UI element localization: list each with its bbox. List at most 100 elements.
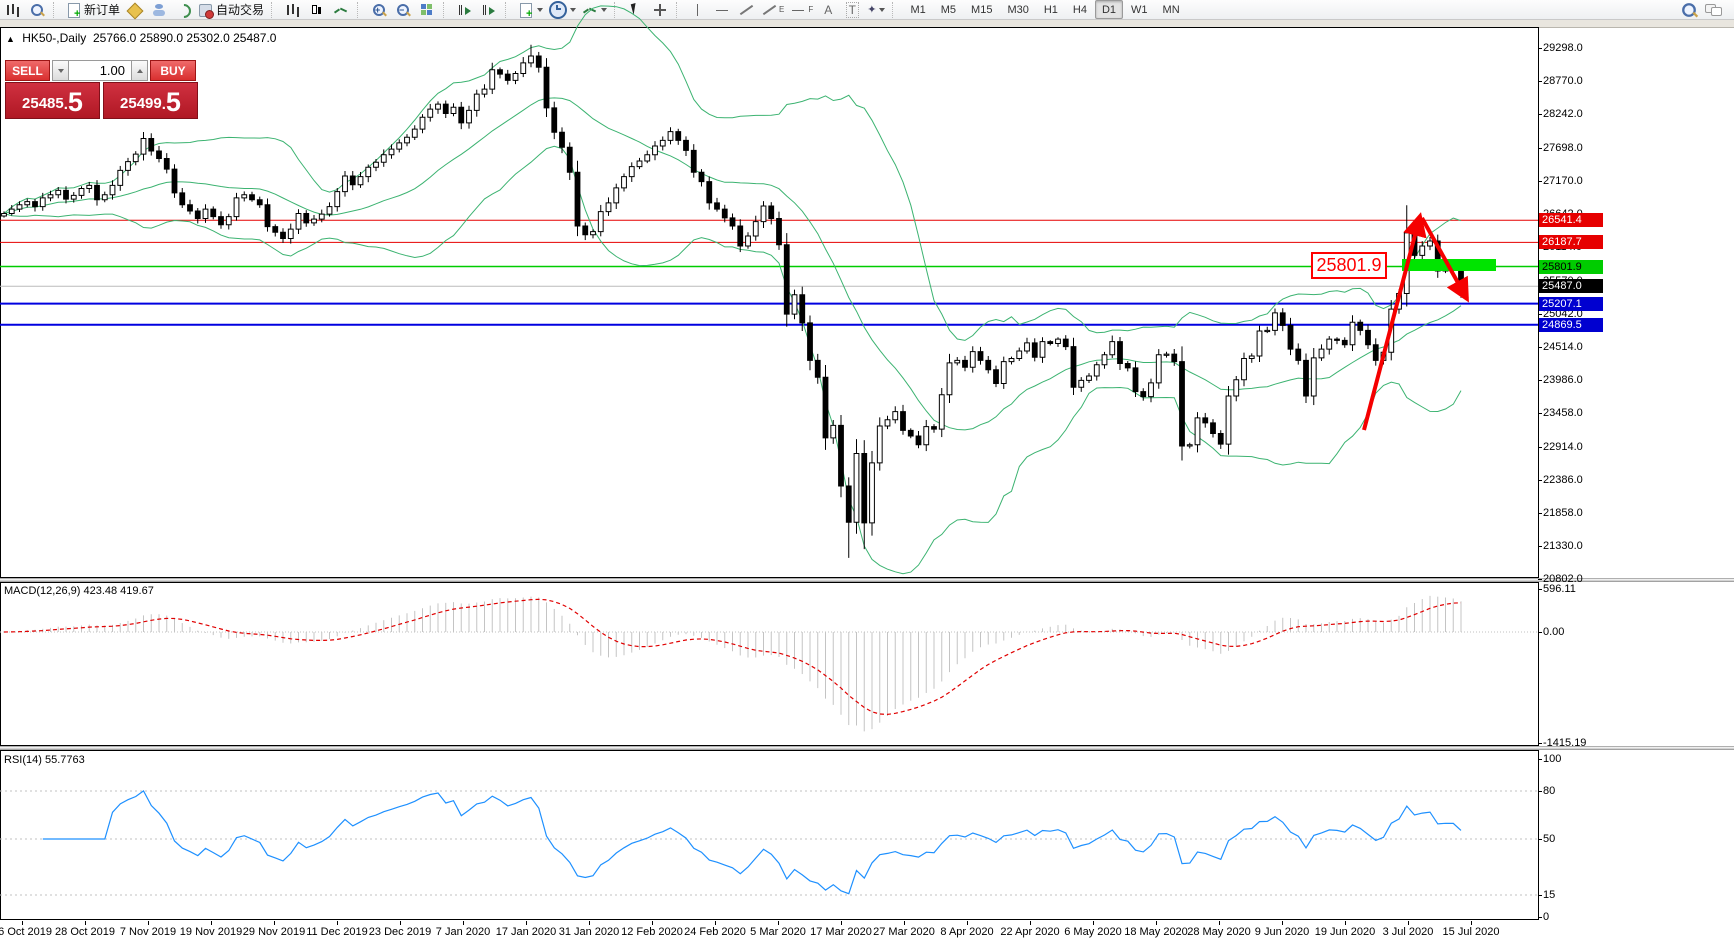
- price-tick-label: 21858.0: [1543, 507, 1583, 519]
- equidistant-channel-icon[interactable]: E: [759, 1, 786, 19]
- chart-shift-icon[interactable]: [478, 1, 500, 19]
- price-tick-label: 28770.0: [1543, 75, 1583, 87]
- new-chart-icon[interactable]: +: [516, 1, 545, 19]
- macd-tick-label: -1415.19: [1543, 737, 1587, 749]
- signals-icon[interactable]: [172, 0, 194, 21]
- bollinger-middle: [3, 97, 1462, 431]
- volume-up-button[interactable]: [131, 60, 148, 81]
- price-tick: [1538, 447, 1542, 448]
- price-pane[interactable]: [0, 27, 1539, 578]
- text-icon[interactable]: A: [824, 2, 833, 17]
- macd-label: MACD(12,26,9) 423.48 419.67: [4, 585, 154, 597]
- date-label: 6 May 2020: [1064, 926, 1122, 938]
- date-label: 23 Dec 2019: [368, 926, 432, 938]
- timeframe-M5[interactable]: M5: [940, 3, 957, 16]
- annotation-price-label[interactable]: 25801.9: [1311, 252, 1387, 279]
- pane-separator[interactable]: [0, 746, 1734, 750]
- trendline-icon[interactable]: [735, 1, 757, 19]
- rsi-tick: [1538, 791, 1542, 792]
- arrow_up[interactable]: [1362, 212, 1427, 431]
- date-tick: [274, 921, 275, 925]
- chat-icon[interactable]: [1702, 1, 1724, 19]
- sell-price[interactable]: 25485. 5: [5, 82, 100, 119]
- bollinger-upper: [3, 5, 1462, 341]
- date-label: 27 Mar 2020: [873, 926, 935, 938]
- horizontal-line-icon[interactable]: [711, 1, 733, 19]
- date-tick: [22, 921, 23, 925]
- date-label: 12 Feb 2020: [621, 926, 683, 938]
- price-tick-label: 22914.0: [1543, 441, 1583, 453]
- buy-button[interactable]: BUY: [150, 60, 196, 81]
- price-tick-label: 21330.0: [1543, 540, 1583, 552]
- date-tick: [778, 921, 779, 925]
- volume-down-button[interactable]: [52, 60, 69, 81]
- autotrading-button[interactable]: 自动交易: [196, 1, 266, 19]
- history-center-icon[interactable]: [124, 1, 146, 19]
- price-tick: [1538, 114, 1542, 115]
- date-tick: [463, 921, 464, 925]
- line-chart-icon[interactable]: [330, 1, 352, 19]
- timeframe-M1[interactable]: M1: [910, 3, 926, 16]
- text-label-icon[interactable]: T: [841, 1, 863, 19]
- price-line-tag: 26541.4: [1539, 213, 1603, 228]
- toolbar-separator: [892, 1, 898, 18]
- price-tick-label: 24514.0: [1543, 341, 1583, 353]
- fibonacci-icon[interactable]: F: [788, 1, 815, 19]
- timeframe-W1[interactable]: W1: [1131, 3, 1148, 16]
- bar-chart-icon[interactable]: [282, 1, 304, 19]
- vertical-line-icon[interactable]: [687, 1, 709, 19]
- timeframe-D1[interactable]: D1: [1094, 0, 1124, 19]
- price-tick-label: 23458.0: [1543, 407, 1583, 419]
- price-tick-label: 20802.0: [1543, 573, 1583, 585]
- arrow_down[interactable]: [1420, 217, 1469, 303]
- date-label: 16 Oct 2019: [0, 926, 52, 938]
- auto-scroll-icon[interactable]: [454, 1, 476, 19]
- sell-button[interactable]: SELL: [5, 60, 50, 81]
- timeframe-MN[interactable]: MN: [1162, 3, 1180, 16]
- price-tick: [1538, 81, 1542, 82]
- timeframe-M30[interactable]: M30: [1007, 3, 1029, 16]
- rsi-tick-label: 80: [1543, 785, 1556, 797]
- price-chart: [0, 5, 1538, 575]
- toolbar-separator: [357, 1, 363, 18]
- support-icon[interactable]: [148, 1, 170, 19]
- price-tick-label: 27698.0: [1543, 142, 1583, 154]
- price-tick-label: 23986.0: [1543, 374, 1583, 386]
- tile-windows-icon[interactable]: [416, 1, 438, 19]
- rsi-pane[interactable]: [0, 750, 1539, 920]
- timeframe-H4[interactable]: H4: [1072, 3, 1087, 16]
- timeframe-H1[interactable]: H1: [1043, 3, 1058, 16]
- ohlc-values: 25766.0 25890.0 25302.0 25487.0: [92, 31, 277, 45]
- volume-input[interactable]: 1.00: [69, 60, 131, 81]
- timeframe-M15[interactable]: M15: [971, 3, 993, 16]
- macd-tick: [1538, 632, 1542, 633]
- new-order-button[interactable]: + 新订单: [64, 1, 122, 19]
- chart-title: ▲ HK50-,Daily 25766.0 25890.0 25302.0 25…: [6, 31, 277, 45]
- search-icon[interactable]: [1678, 1, 1700, 19]
- chart-list-icon[interactable]: [2, 1, 24, 19]
- date-tick: [1219, 921, 1220, 925]
- collapse-arrow-icon[interactable]: ▲: [6, 34, 15, 44]
- pane-separator[interactable]: [0, 578, 1734, 582]
- buy-price[interactable]: 25499. 5: [103, 82, 198, 119]
- candlestick-chart-icon[interactable]: [306, 1, 328, 19]
- price-tick: [1538, 579, 1542, 580]
- templates-icon[interactable]: [580, 1, 609, 19]
- date-tick: [400, 921, 401, 925]
- periods-icon[interactable]: [547, 0, 578, 19]
- arrows-icon[interactable]: ✦: [865, 1, 887, 19]
- data-window-icon[interactable]: [26, 1, 48, 19]
- rsi-tick-label: 0: [1543, 911, 1550, 923]
- date-label: 28 Oct 2019: [55, 926, 115, 938]
- toolbar-separator: [505, 1, 511, 18]
- macd-pane[interactable]: [0, 582, 1539, 746]
- price-tick: [1538, 513, 1542, 514]
- zoom-in-icon[interactable]: +: [368, 1, 390, 19]
- date-label: 9 Jun 2020: [1254, 926, 1310, 938]
- date-label: 29 Nov 2019: [242, 926, 306, 938]
- crosshair-icon[interactable]: [649, 1, 671, 19]
- price-line-tag: 25487.0: [1539, 279, 1603, 294]
- zoom-out-icon[interactable]: −: [392, 1, 414, 19]
